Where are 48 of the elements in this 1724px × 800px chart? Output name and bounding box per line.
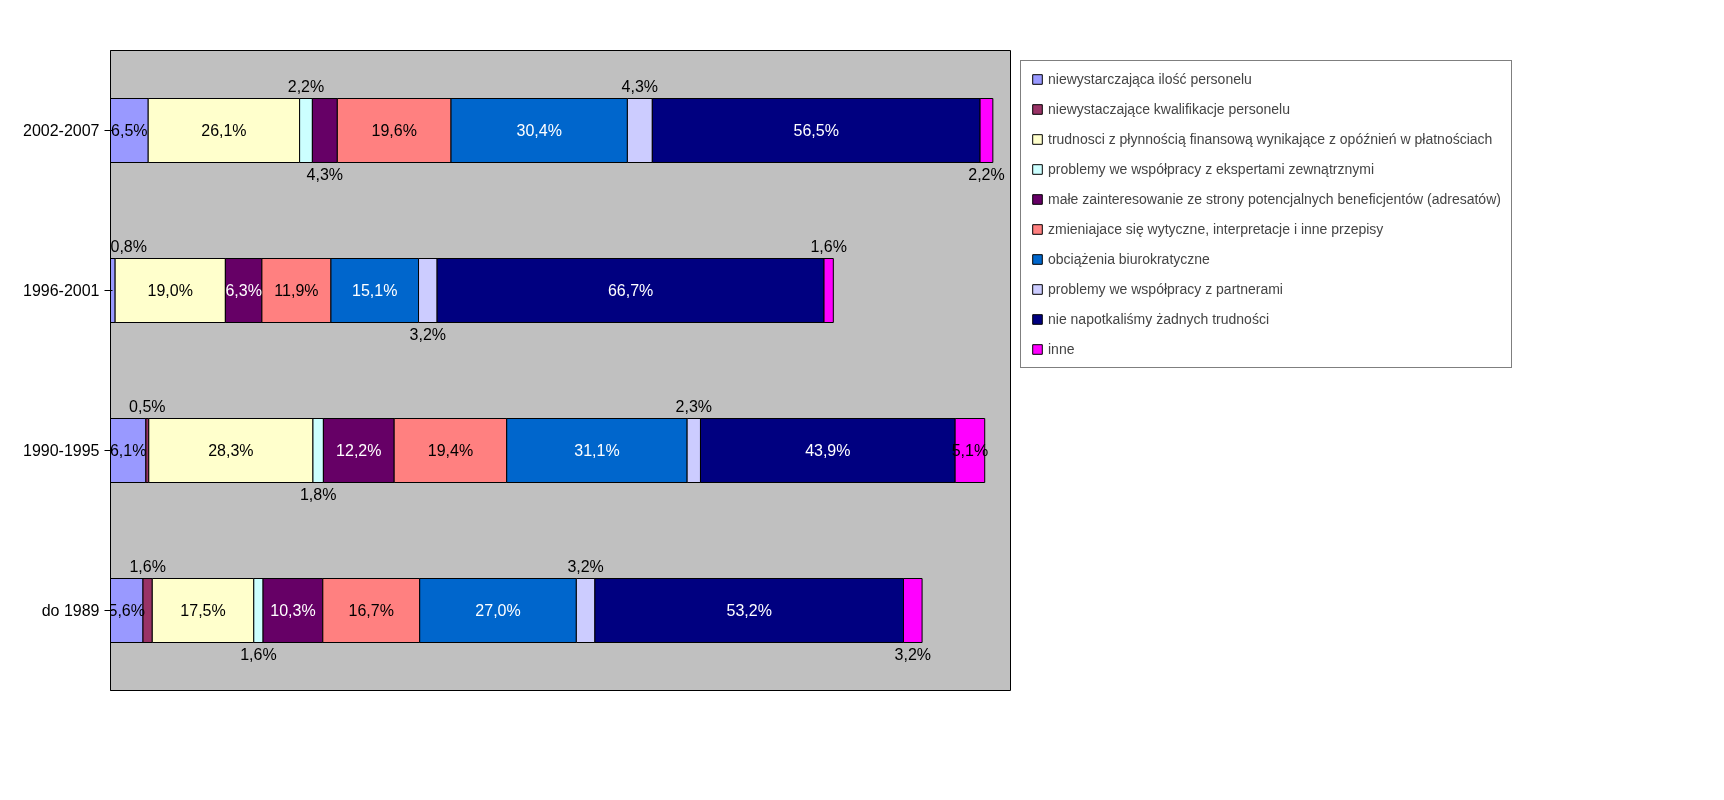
legend-label: nie napotkaliśmy żadnych trudności [1048,311,1270,327]
data-label: 0,8% [110,238,147,256]
data-label: 30,4% [516,122,562,139]
data-label: 6,5% [111,122,148,139]
data-label: 4,3% [621,78,659,96]
data-label: 31,1% [574,442,620,459]
data-label: 28,3% [208,442,254,459]
data-label: 4,3% [306,165,344,183]
y-tick-label: 1990-1995 [22,442,100,459]
data-label: 3,2% [567,558,604,576]
data-label: 2,2% [968,165,1005,183]
data-label: 1,6% [810,238,847,256]
data-label: 56,5% [793,122,839,139]
data-label: 19,4% [427,442,474,459]
legend-label: problemy we współpracy z ekspertami zewnątrznymi [1048,161,1374,177]
y-tick-label: do 1989 [41,602,100,619]
legend-label: trudnosci z płynnością finansową wynikające z opóźnień w płatnościach [1048,131,1493,147]
data-label: 0,5% [129,398,166,416]
legend-label: inne [1048,341,1075,357]
data-label: 2,2% [287,78,325,96]
data-label: 27,0% [475,602,521,619]
legend-label: niewystaczające kwalifikacje personelu [1048,101,1291,117]
data-label: 3,2% [409,325,447,343]
data-label: 26,1% [201,122,247,139]
data-label: 17,5% [180,602,226,619]
data-label: 2,3% [675,398,713,416]
data-label: 66,7% [607,282,654,299]
y-tick-label: 2002-2007 [22,122,100,139]
data-label: 19,0% [147,282,193,299]
legend-label: zmieniajace się wytyczne, interpretacje i inne przepisy [1048,221,1384,237]
data-label: 1,6% [240,645,277,663]
data-label: 6,3% [225,282,262,299]
data-label: 11,9% [274,282,319,299]
data-label: 3,2% [894,645,932,663]
legend-label: niewystarczająca ilość personelu [1048,71,1252,87]
y-tick-label: 1996-2001 [22,282,100,299]
data-label: 43,9% [805,442,851,459]
data-label: 12,2% [336,442,382,459]
legend-label: problemy we współpracy z partnerami [1048,281,1283,297]
data-label: 15,1% [352,282,398,299]
legend-label: małe zainteresowanie ze strony potencjalnych beneficjentów (adresatów) [1048,191,1501,207]
data-label: 1,6% [129,558,166,576]
data-label: 1,8% [299,485,337,503]
legend-label: obciążenia biurokratyczne [1048,251,1210,267]
data-label: 16,7% [348,602,394,619]
data-label: 10,3% [270,602,316,619]
data-label: 19,6% [371,122,417,139]
data-label: 53,2% [726,602,772,619]
